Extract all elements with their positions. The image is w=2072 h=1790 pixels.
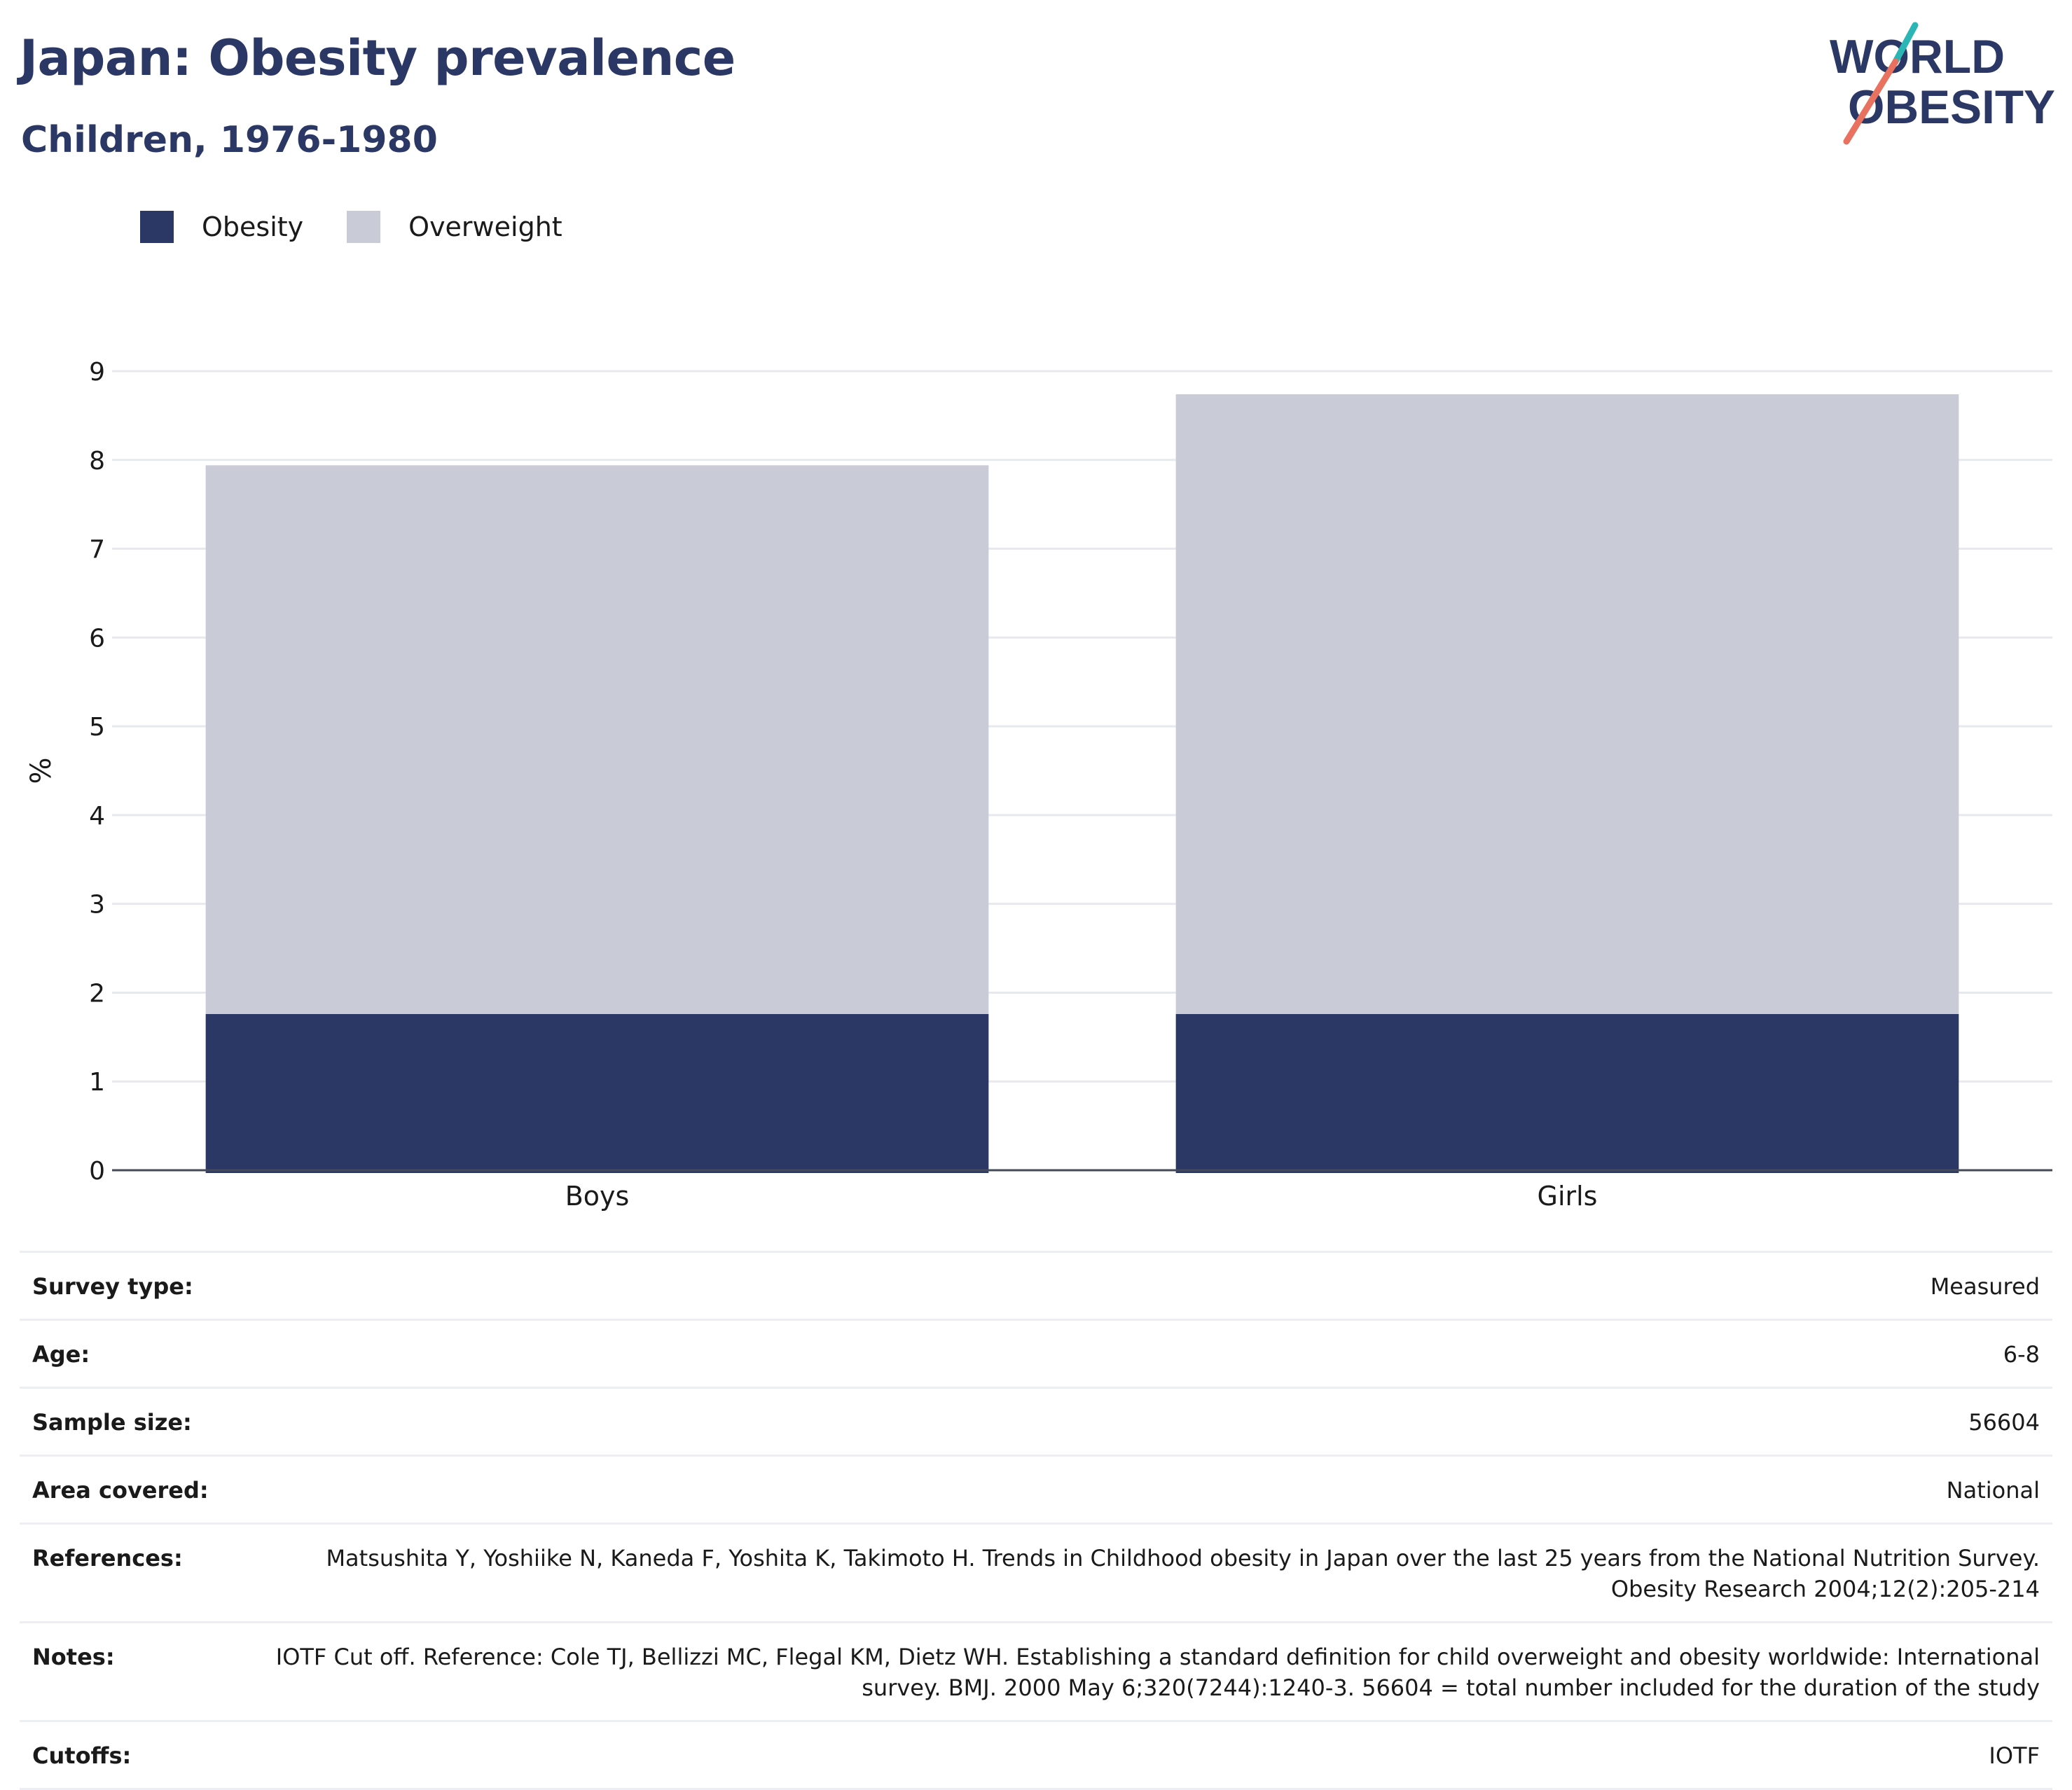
info-value: IOTF Cut off. Reference: Cole TJ, Belliz… [275, 1644, 2040, 1701]
info-value: IOTF [1989, 1742, 2040, 1769]
info-row: Notes: IOTF Cut off. Reference: Cole TJ, … [20, 1622, 2052, 1721]
info-label: Survey type: [32, 1273, 193, 1300]
legend-label-overweight: Overweight [408, 211, 562, 242]
chart-title: Japan: Obesity prevalence [20, 29, 735, 87]
info-value: 6-8 [2003, 1341, 2040, 1368]
survey-info-table: Survey type: Measured Age: 6-8 Sample size: 5… [20, 1251, 2052, 1790]
world-obesity-logo: WORLD OBESITY [1830, 22, 2055, 145]
chart-subtitle: Children, 1976-1980 [21, 119, 438, 161]
info-label: Notes: [32, 1644, 115, 1670]
y-tick-label: 0 [89, 1157, 105, 1186]
bar-overweight-boys [205, 465, 989, 1014]
legend-item-obesity[interactable]: Obesity [140, 211, 303, 243]
info-label: Cutoffs: [32, 1742, 132, 1769]
info-label: Area covered: [32, 1477, 209, 1504]
stacked-bar-chart: 0 1 2 3 4 5 6 7 8 9% Boys Girls [25, 358, 2052, 1212]
y-tick-label: 8 [89, 447, 105, 476]
bars [205, 394, 1959, 1173]
legend-item-overweight[interactable]: Overweight [347, 211, 562, 243]
logo-line2: OBESITY [1848, 81, 2055, 134]
logo-line1: WORLD [1830, 30, 2005, 83]
axes: 0 1 2 3 4 5 6 7 8 9% Boys Girls [25, 358, 2052, 1212]
y-tick-label: 5 [89, 713, 105, 742]
info-label: Age: [32, 1341, 90, 1368]
info-row: Area covered: National [20, 1455, 2052, 1524]
legend-label-obesity: Obesity [202, 211, 304, 242]
info-value: 56604 [1968, 1409, 2040, 1436]
y-tick-label: 1 [89, 1068, 105, 1097]
info-row: Survey type: Measured [20, 1251, 2052, 1320]
info-label: Sample size: [32, 1409, 192, 1436]
bar-obesity-boys [205, 1013, 989, 1173]
bar-obesity-girls [1175, 1013, 1959, 1173]
info-row: Sample size: 56604 [20, 1387, 2052, 1456]
info-value: Matsushita Y, Yoshiike N, Kaneda F, Yosh… [326, 1545, 2040, 1602]
x-tick-label: Boys [565, 1181, 630, 1212]
logo-slash-coral [1843, 58, 1899, 145]
chart-legend: Obesity Overweight [140, 209, 606, 245]
legend-swatch-obesity [140, 211, 174, 243]
y-tick-label: 6 [89, 624, 105, 653]
y-tick-label: 4 [89, 802, 105, 831]
info-label: References: [32, 1545, 183, 1572]
logo-slash-teal [1892, 22, 1919, 65]
info-value: National [1946, 1477, 2040, 1504]
info-row: Cutoffs: IOTF [20, 1721, 2052, 1789]
bar-overweight-girls [1175, 394, 1959, 1014]
info-row: References: Matsushita Y, Yoshiike N, Kan… [20, 1523, 2052, 1623]
x-tick-label: Girls [1538, 1181, 1598, 1212]
y-tick-label: 7 [89, 536, 105, 564]
y-tick-label: 2 [89, 979, 105, 1008]
info-row: Age: 6-8 [20, 1319, 2052, 1388]
y-tick-label: 9 [89, 358, 105, 387]
info-value: Measured [1930, 1273, 2040, 1300]
legend-swatch-overweight [347, 211, 381, 243]
y-axis-title: % [25, 757, 57, 784]
y-tick-label: 3 [89, 891, 105, 920]
